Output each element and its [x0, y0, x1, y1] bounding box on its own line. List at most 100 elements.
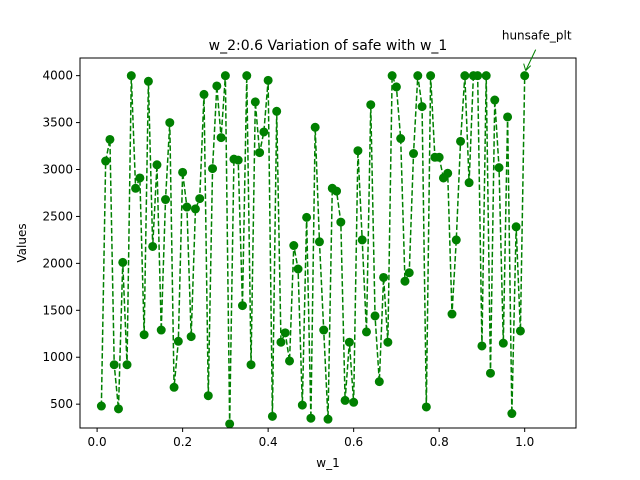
data-point — [297, 400, 307, 410]
data-point — [421, 402, 431, 412]
data-point — [302, 212, 312, 222]
data-point — [494, 163, 504, 173]
data-point — [285, 356, 295, 366]
data-point — [485, 368, 495, 378]
data-point — [242, 71, 252, 81]
data-point — [173, 336, 183, 346]
data-point — [349, 397, 359, 407]
data-point — [323, 414, 333, 424]
data-point — [135, 173, 145, 183]
data-point — [456, 136, 466, 146]
x-tick-label: 1.0 — [515, 435, 534, 449]
data-point — [259, 127, 269, 137]
series-layer — [96, 71, 530, 429]
data-point — [379, 272, 389, 282]
y-tick-label: 1000 — [42, 350, 73, 364]
data-point — [306, 413, 316, 423]
data-point — [481, 71, 491, 81]
data-point — [178, 167, 188, 177]
annotation-label: hunsafe_plt — [502, 29, 572, 43]
data-point — [267, 411, 277, 421]
data-point — [216, 133, 226, 143]
data-point — [507, 409, 517, 419]
data-point — [473, 71, 483, 81]
data-point — [250, 97, 260, 107]
data-point — [413, 71, 423, 81]
data-point — [263, 75, 273, 85]
data-point — [391, 82, 401, 92]
data-point — [314, 237, 324, 247]
y-axis-ticks: 500 1000 1500 2000 2500 3000 3500 4000 — [42, 69, 80, 411]
data-point — [357, 235, 367, 245]
data-point — [131, 183, 141, 193]
data-point — [190, 204, 200, 214]
data-point — [182, 202, 192, 212]
data-point — [225, 419, 235, 429]
data-point — [344, 337, 354, 347]
data-point — [220, 71, 230, 81]
data-point — [336, 217, 346, 227]
data-point — [396, 134, 406, 144]
data-point — [515, 326, 525, 336]
data-point — [293, 264, 303, 274]
data-point — [464, 178, 474, 188]
series-line — [100, 74, 526, 424]
data-point — [361, 327, 371, 337]
data-point — [276, 337, 286, 347]
x-axis-ticks: 0.0 0.2 0.4 0.6 0.8 1.0 — [88, 428, 534, 449]
y-tick-label: 3000 — [42, 163, 73, 177]
annotation-arrow — [525, 49, 537, 71]
data-point — [417, 102, 427, 112]
data-point — [498, 338, 508, 348]
data-point — [148, 241, 158, 251]
y-tick-label: 2500 — [42, 209, 73, 223]
data-point — [113, 404, 123, 414]
data-point — [105, 134, 115, 144]
y-tick-label: 500 — [50, 397, 73, 411]
data-point — [434, 152, 444, 162]
data-point — [246, 360, 256, 370]
x-tick-label: 0.0 — [88, 435, 107, 449]
data-point — [101, 156, 111, 166]
data-point — [443, 168, 453, 178]
data-point — [156, 325, 166, 335]
chart-title: w_2:0.6 Variation of safe with w_1 — [209, 38, 448, 54]
y-tick-label: 1500 — [42, 303, 73, 317]
data-point — [477, 341, 487, 351]
data-point — [383, 337, 393, 347]
data-point — [165, 118, 175, 128]
plot-area-frame — [79, 57, 577, 429]
data-point — [109, 360, 119, 370]
data-point — [366, 100, 376, 110]
data-point — [161, 195, 171, 205]
data-point — [208, 164, 218, 174]
y-tick-label: 3500 — [42, 116, 73, 130]
data-point — [451, 235, 461, 245]
data-point — [370, 311, 380, 321]
y-tick-label: 4000 — [42, 69, 73, 83]
data-point — [447, 309, 457, 319]
data-point — [186, 332, 196, 342]
data-point — [374, 377, 384, 387]
data-point — [203, 391, 213, 401]
data-point — [212, 81, 222, 91]
data-point — [126, 71, 136, 81]
data-point — [400, 276, 410, 286]
data-point — [169, 382, 179, 392]
data-point — [460, 71, 470, 81]
data-point — [139, 330, 149, 340]
data-point — [409, 149, 419, 159]
y-tick-label: 2000 — [42, 256, 73, 270]
data-point — [520, 71, 530, 81]
data-point — [152, 160, 162, 170]
data-point — [503, 112, 513, 122]
data-point — [272, 106, 282, 116]
data-point — [511, 222, 521, 232]
data-point — [310, 122, 320, 132]
x-tick-label: 0.6 — [344, 435, 363, 449]
x-tick-label: 0.8 — [430, 435, 449, 449]
data-point — [426, 71, 436, 81]
x-axis-title: w_1 — [316, 456, 339, 470]
data-point — [404, 268, 414, 278]
